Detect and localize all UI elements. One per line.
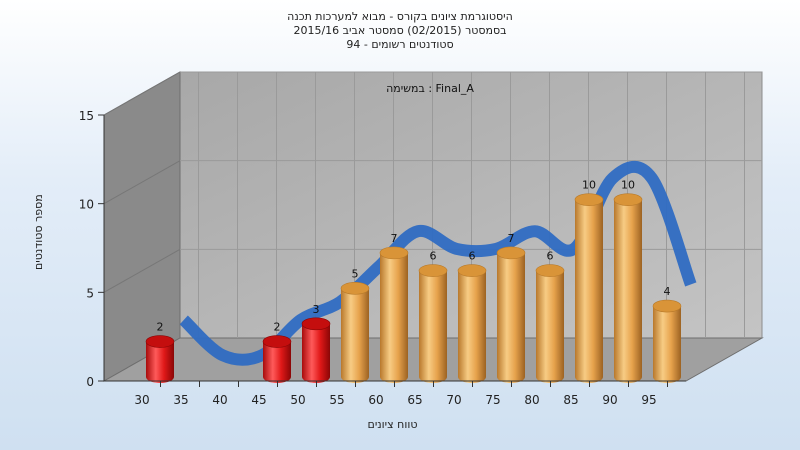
data-label-90: 10 [621, 179, 635, 192]
data-label-30: 2 [157, 321, 164, 334]
x-tick-label-85: 85 [563, 393, 578, 407]
data-label-80: 6 [547, 250, 554, 263]
data-label-60: 7 [391, 232, 398, 245]
bar-cap-75 [496, 246, 526, 260]
bar-body-50 [302, 323, 330, 383]
bar-cap-90 [613, 193, 643, 206]
y-tick-label-0: 0 [86, 375, 94, 389]
x-tick-label-50: 50 [290, 393, 305, 407]
y-tick-label-1: 5 [86, 286, 94, 300]
x-tick-label-30: 30 [134, 393, 149, 407]
bar-body-30 [146, 341, 174, 383]
data-label-95: 4 [664, 285, 671, 298]
bar-body-75 [497, 252, 525, 383]
bar-body-85 [575, 199, 603, 383]
y-axis-title: מספר סטודנטים [32, 194, 45, 270]
bar-cap-65 [418, 264, 448, 277]
bar-45: 2 [262, 321, 292, 383]
data-label-45: 2 [274, 321, 281, 334]
x-tick-label-45: 45 [251, 393, 266, 407]
y-tick-label-3: 15 [79, 109, 94, 123]
data-label-55: 5 [352, 267, 359, 280]
chart-title-line-1: היסטוגרמת ציונים בקורס - מבוא למערכות תכ… [287, 10, 513, 23]
bar-30: 2 [145, 321, 175, 383]
bar-body-90 [614, 199, 642, 383]
bar-cap-85 [574, 193, 604, 206]
grid-line-side-2 [103, 160, 181, 205]
grid-line-side-1 [103, 248, 181, 293]
x-tick-label-70: 70 [446, 393, 461, 407]
bar-50: 3 [301, 303, 331, 383]
bar-body-45 [263, 341, 291, 383]
data-label-70: 6 [469, 250, 476, 263]
bar-75: 7 [496, 232, 526, 383]
bar-cap-70 [457, 264, 487, 277]
side-wall [103, 71, 181, 382]
bar-cap-55 [340, 282, 370, 295]
bar-cap-95 [652, 299, 682, 313]
bars-layer: 2 2 3 5 7 6 6 7 6 10 10 4 [145, 179, 682, 383]
bar-65: 6 [418, 250, 448, 383]
bar-body-70 [458, 270, 486, 383]
annotation-label: במשימה : Final_A [386, 82, 474, 95]
x-tick-label-90: 90 [602, 393, 617, 407]
x-tick-label-65: 65 [407, 393, 422, 407]
bar-body-55 [341, 288, 369, 383]
bar-70: 6 [457, 250, 487, 383]
grid-line-side-3 [103, 71, 181, 116]
x-tick-label-60: 60 [368, 393, 383, 407]
x-tick-label-35: 35 [173, 393, 188, 407]
chart-title-line-2: בסמסטר (02/2015) סמסטר אביב 2015/16 [293, 24, 507, 37]
bar-cap-80 [535, 264, 565, 277]
bar-85: 10 [574, 179, 604, 383]
x-tick-label-40: 40 [212, 393, 227, 407]
x-tick-label-80: 80 [524, 393, 539, 407]
bar-55: 5 [340, 267, 370, 383]
bar-cap-50 [301, 317, 331, 331]
data-label-50: 3 [313, 303, 320, 316]
data-label-65: 6 [430, 250, 437, 263]
bar-60: 7 [379, 232, 409, 383]
bar-cap-45 [262, 335, 292, 348]
bar-90: 10 [613, 179, 643, 383]
bar-80: 6 [535, 250, 565, 383]
x-tick-label-55: 55 [329, 393, 344, 407]
bar-body-60 [380, 252, 408, 383]
bar-95: 4 [652, 285, 682, 383]
bar-cap-60 [379, 246, 409, 260]
bar-body-80 [536, 270, 564, 383]
bar-cap-30 [145, 335, 175, 348]
data-label-75: 7 [508, 232, 515, 245]
y-tick-label-2: 10 [79, 198, 94, 212]
x-tick-label-75: 75 [485, 393, 500, 407]
data-label-85: 10 [582, 179, 596, 192]
chart-title-line-3: סטודנטים רשומים - 94 [346, 38, 454, 51]
x-tick-label-95: 95 [641, 393, 656, 407]
bar-body-65 [419, 270, 447, 383]
bar-body-95 [653, 306, 681, 383]
x-axis-title: טווח ציונים [367, 418, 418, 431]
